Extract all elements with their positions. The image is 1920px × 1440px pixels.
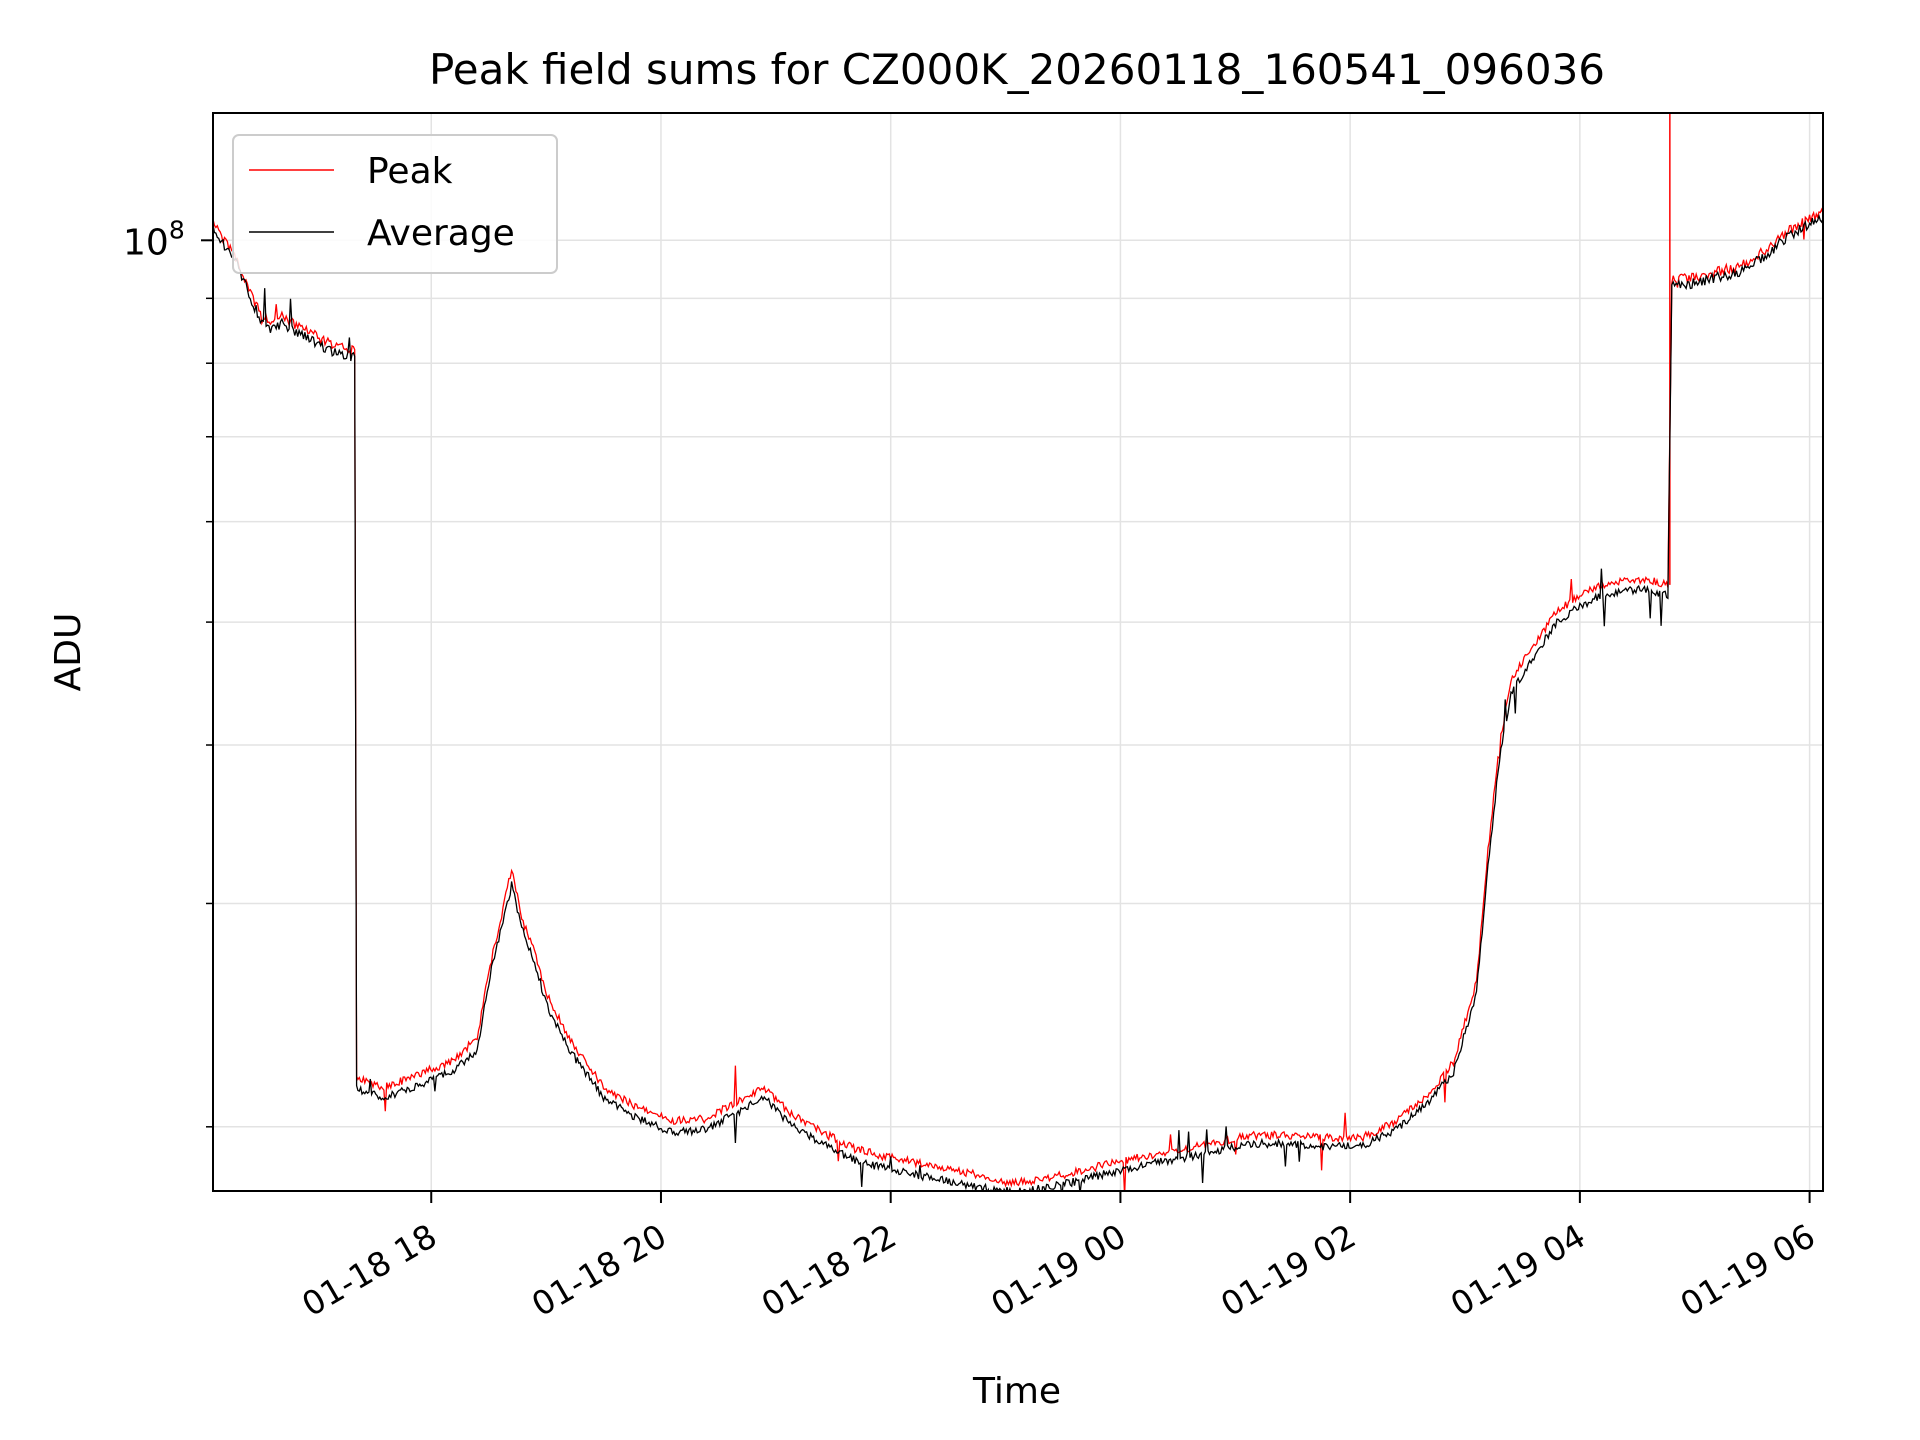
- series-line-peak: [213, 207, 1823, 1191]
- series-line-average: [213, 213, 1823, 1191]
- grid: [213, 113, 1823, 1191]
- x-axis-label: Time: [972, 1371, 1061, 1412]
- y-axis-label: ADU: [48, 613, 89, 692]
- chart-title: Peak field sums for CZ000K_20260118_1605…: [429, 45, 1605, 94]
- legend: Peak Average: [232, 134, 558, 274]
- y-tick-label-exponent: 8: [169, 215, 185, 244]
- legend-label-average: Average: [367, 213, 515, 254]
- series-layer: [213, 113, 1823, 1191]
- legend-label-peak: Peak: [367, 151, 453, 192]
- plot-frame: [212, 112, 1824, 1192]
- y-tick-label-base: 10: [123, 222, 169, 263]
- y-axis-ticks: 108: [123, 215, 213, 1128]
- y-tick-label: 108: [123, 215, 185, 263]
